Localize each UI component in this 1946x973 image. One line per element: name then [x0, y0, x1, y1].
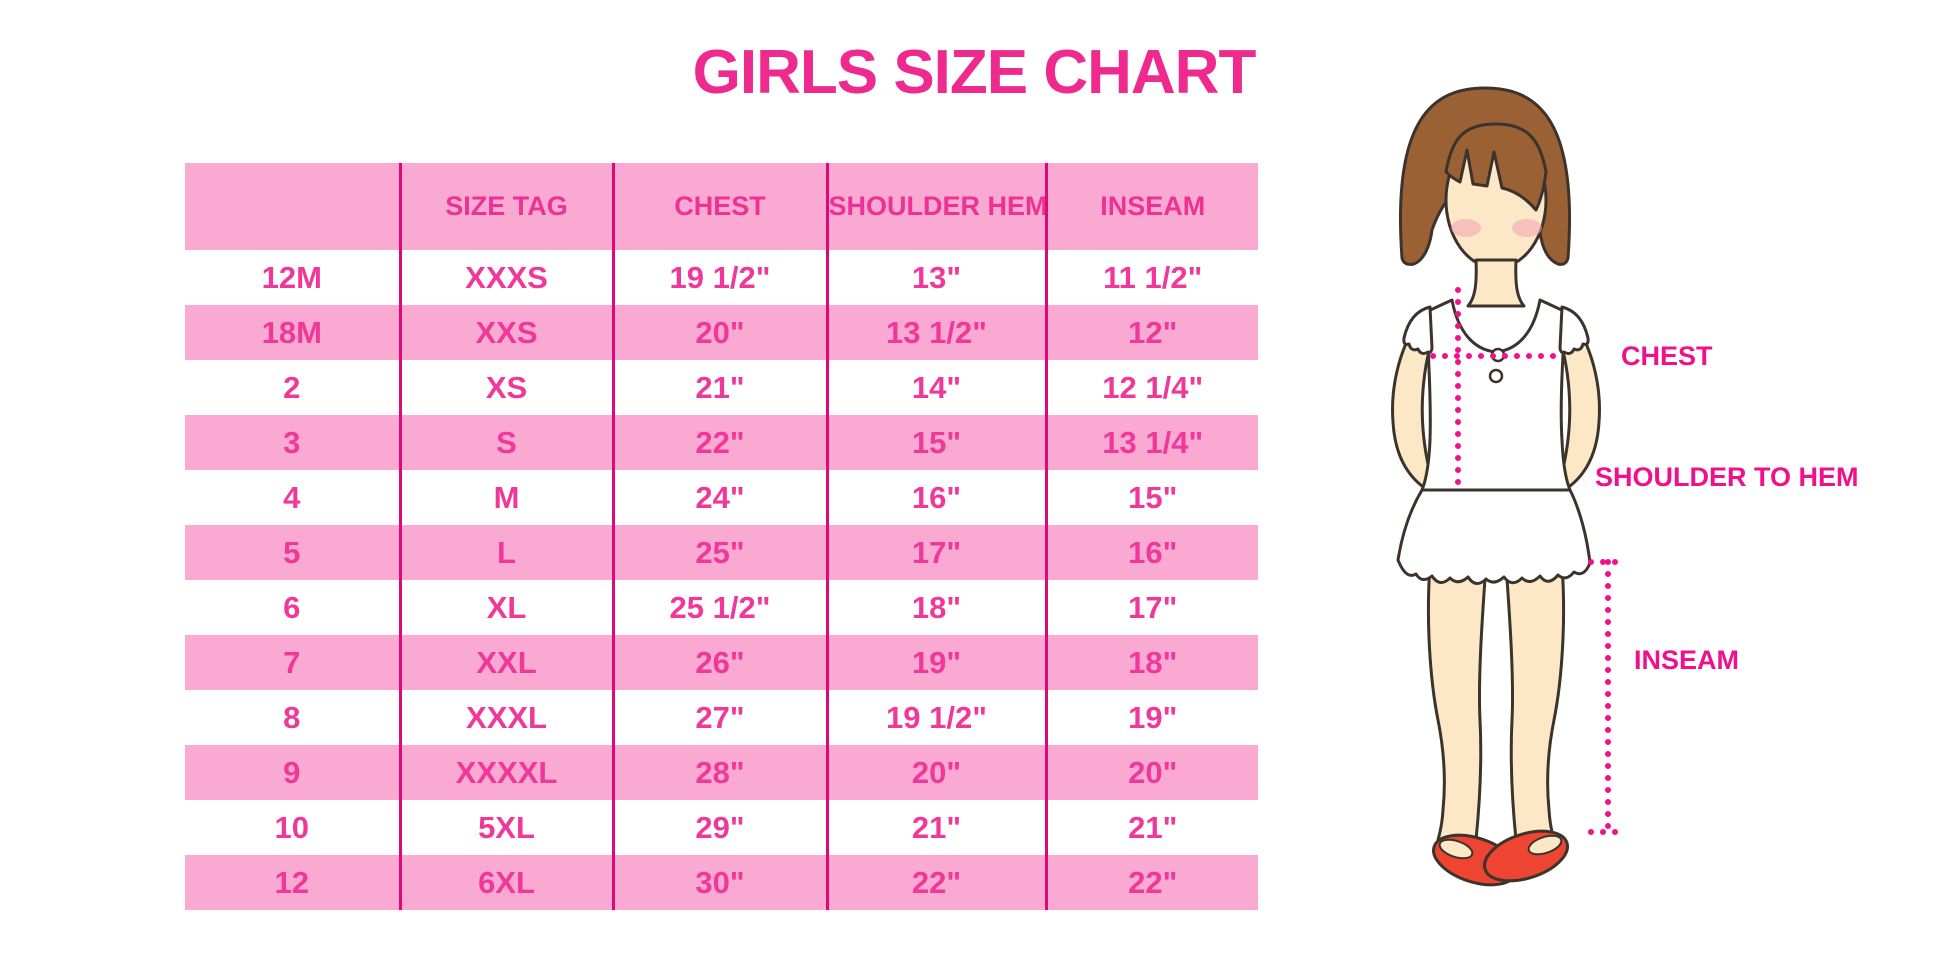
size-tag-cell: XXXS [398, 250, 613, 305]
size-cell: 8 [283, 699, 301, 735]
table-header-row: SIZE TAG CHEST SHOULDER HEM INSEAM [185, 163, 1258, 250]
table-row: 8 XXXL 27" 19 1/2" 19" [185, 690, 1258, 745]
size-tag-cell: XXXXL [398, 745, 613, 800]
chest-cell: 30" [611, 855, 827, 910]
size-tag-cell: M [398, 470, 613, 525]
girl-shoe-right [1483, 829, 1569, 883]
inseam-cell: 13 1/4" [1044, 415, 1258, 470]
inseam-cell: 21" [1044, 800, 1258, 855]
header-inseam: INSEAM [1044, 163, 1258, 250]
chest-cell: 19 1/2" [611, 250, 827, 305]
size-cell: 2 [283, 369, 301, 405]
girl-bangs [1444, 122, 1548, 212]
inseam-cell: 12" [1044, 305, 1258, 360]
size-cell: 12 [274, 864, 309, 900]
girl-skirt [1396, 488, 1592, 585]
page-title: GIRLS SIZE CHART [692, 38, 1257, 107]
size-tag-cell: XXS [398, 305, 613, 360]
shoulder-hem-cell: 13 1/2" [825, 305, 1046, 360]
table-row: 12M XXXS 19 1/2" 13" 11 1/2" [185, 250, 1258, 305]
girl-button-bottom [1488, 368, 1504, 384]
size-tag-cell: 6XL [398, 855, 613, 910]
shoulder-hem-cell: 14" [825, 360, 1046, 415]
chest-cell: 27" [611, 690, 827, 745]
chest-cell: 26" [611, 635, 827, 690]
inseam-cell: 18" [1044, 635, 1258, 690]
size-cell: 5 [283, 534, 301, 570]
table-row: 10 5XL 29" 21" 21" [185, 800, 1258, 855]
shoulder-to-hem-label: SHOULDER TO HEM [1595, 462, 1859, 492]
table-row: 5 L 25" 17" 16" [185, 525, 1258, 580]
table-row: 9 XXXXL 28" 20" 20" [185, 745, 1258, 800]
size-cell: 9 [283, 754, 301, 790]
inseam-cell: 22" [1044, 855, 1258, 910]
shoulder-hem-cell: 17" [825, 525, 1046, 580]
table-row: 3 S 22" 15" 13 1/4" [185, 415, 1258, 470]
shoulder-hem-cell: 19 1/2" [825, 690, 1046, 745]
girl-cheek-right [1512, 219, 1542, 237]
size-cell: 7 [283, 644, 301, 680]
chest-cell: 24" [611, 470, 827, 525]
header-blank [185, 163, 400, 250]
chest-cell: 21" [611, 360, 827, 415]
table-row: 2 XS 21" 14" 12 1/4" [185, 360, 1258, 415]
girl-leg-right [1504, 563, 1566, 842]
girl-ruffle-left [1402, 305, 1434, 355]
girl-illustration [1391, 86, 1620, 887]
shoulder-hem-cell: 22" [825, 855, 1046, 910]
size-tag-cell: L [398, 525, 613, 580]
girl-leg-left [1426, 563, 1488, 842]
size-tag-cell: XL [398, 580, 613, 635]
size-cell: 10 [274, 809, 309, 845]
size-cell: 18M [261, 314, 322, 350]
table-row: 7 XXL 26" 19" 18" [185, 635, 1258, 690]
size-table: SIZE TAG CHEST SHOULDER HEM INSEAM 12M X… [185, 163, 1258, 910]
table-row: 6 XL 25 1/2" 18" 17" [185, 580, 1258, 635]
size-cell: 6 [283, 589, 301, 625]
shoulder-hem-cell: 21" [825, 800, 1046, 855]
shoulder-hem-cell: 15" [825, 415, 1046, 470]
chest-cell: 28" [611, 745, 827, 800]
size-tag-cell: XXL [398, 635, 613, 690]
header-chest: CHEST [611, 163, 827, 250]
girl-cheek-left [1451, 219, 1481, 237]
chest-label: CHEST [1621, 341, 1713, 371]
inseam-cell: 15" [1044, 470, 1258, 525]
header-size-tag: SIZE TAG [398, 163, 613, 250]
size-tag-cell: XXXL [398, 690, 613, 745]
inseam-label: INSEAM [1634, 645, 1740, 675]
size-tag-cell: 5XL [398, 800, 613, 855]
size-cell: 4 [283, 479, 301, 515]
inseam-cell: 16" [1044, 525, 1258, 580]
inseam-cell: 20" [1044, 745, 1258, 800]
table-row: 12 6XL 30" 22" 22" [185, 855, 1258, 910]
girl-neck [1466, 258, 1526, 308]
shoulder-hem-cell: 13" [825, 250, 1046, 305]
size-cell: 3 [283, 424, 301, 460]
size-tag-cell: XS [398, 360, 613, 415]
shoulder-hem-cell: 16" [825, 470, 1046, 525]
inseam-cell: 19" [1044, 690, 1258, 745]
table-row: 18M XXS 20" 13 1/2" 12" [185, 305, 1258, 360]
chest-cell: 25" [611, 525, 827, 580]
girl-ruffle-right [1558, 305, 1590, 355]
size-cell: 12M [261, 259, 322, 295]
girl-top [1420, 298, 1572, 492]
chest-cell: 29" [611, 800, 827, 855]
inseam-cell: 11 1/2" [1044, 250, 1258, 305]
size-tag-cell: S [398, 415, 613, 470]
chest-cell: 25 1/2" [611, 580, 827, 635]
shoulder-hem-cell: 18" [825, 580, 1046, 635]
inseam-cell: 17" [1044, 580, 1258, 635]
shoulder-hem-cell: 20" [825, 745, 1046, 800]
shoulder-hem-cell: 19" [825, 635, 1046, 690]
inseam-cell: 12 1/4" [1044, 360, 1258, 415]
table-row: 4 M 24" 16" 15" [185, 470, 1258, 525]
header-shoulder-hem: SHOULDER HEM [825, 163, 1046, 250]
chest-cell: 22" [611, 415, 827, 470]
chest-cell: 20" [611, 305, 827, 360]
